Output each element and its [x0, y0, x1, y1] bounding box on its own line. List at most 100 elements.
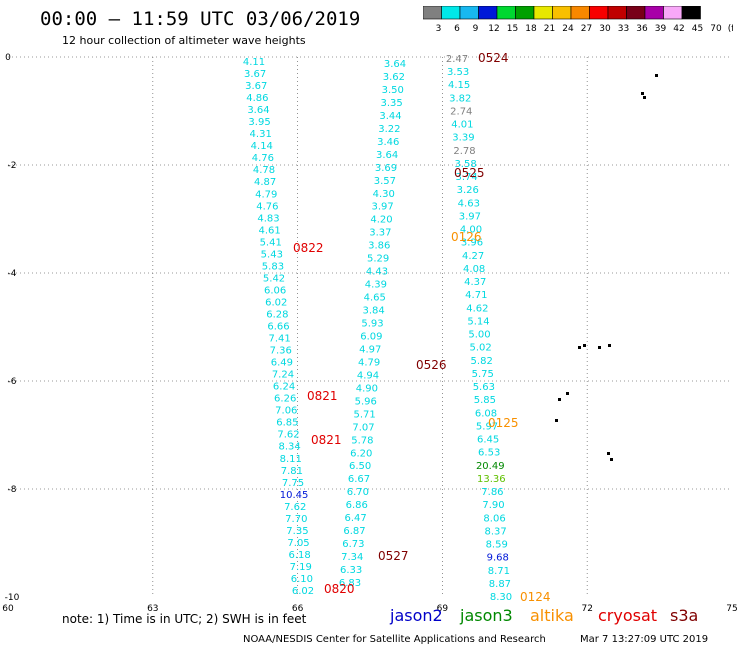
wave-height-value: 7.35	[286, 526, 308, 537]
wave-height-value: 4.61	[258, 225, 280, 236]
wave-height-value: 7.06	[275, 406, 297, 417]
wave-height-value: 5.75	[472, 369, 494, 380]
legend-tick-label: 30	[599, 24, 611, 34]
island-shape	[566, 392, 569, 395]
wave-height-value: 6.66	[267, 322, 289, 333]
wave-height-value: 2.78	[453, 146, 475, 157]
wave-height-value: 3.97	[459, 211, 481, 222]
wave-height-value: 5.78	[351, 435, 373, 446]
island-shape	[583, 344, 586, 347]
wave-height-value: 5.83	[262, 261, 284, 272]
wave-height-value: 7.05	[287, 538, 309, 549]
legend-tick-label: 15	[507, 24, 518, 34]
wave-height-value: 6.08	[475, 408, 497, 419]
wave-height-value: 6.73	[342, 539, 364, 550]
wave-height-value: 5.85	[474, 395, 496, 406]
wave-height-value: 3.97	[371, 202, 393, 213]
wave-height-value: 6.28	[266, 309, 288, 320]
satellite-label-jason2: jason2	[390, 606, 443, 625]
island-shape	[607, 452, 610, 455]
legend-tick-label: 45	[692, 24, 703, 34]
pass-time-label: 0822	[293, 241, 324, 255]
island-shape	[555, 419, 558, 422]
wave-height-value: 5.93	[361, 319, 383, 330]
y-tick-label: 0	[5, 53, 11, 63]
wave-height-value: 5.63	[473, 382, 495, 393]
wave-height-value: 7.24	[272, 370, 294, 381]
satellite-label-altika: altika	[530, 606, 574, 625]
wave-height-value: 4.83	[257, 213, 279, 224]
wave-height-value: 6.20	[350, 448, 372, 459]
wave-height-value: 3.37	[369, 228, 391, 239]
wave-height-value: 4.62	[466, 303, 488, 314]
wave-height-value: 7.62	[277, 430, 299, 441]
wave-height-value: 6.24	[273, 382, 295, 393]
wave-height-value: 8.30	[490, 592, 512, 603]
island-shape	[610, 458, 613, 461]
pass-time-label: 0820	[324, 582, 355, 596]
wave-height-value: 4.65	[364, 293, 386, 304]
wave-height-value: 4.90	[356, 383, 378, 394]
wave-height-value: 6.33	[340, 565, 362, 576]
wave-height-value: 6.83	[339, 578, 361, 589]
x-tick-label: 63	[147, 604, 158, 614]
wave-height-value: 8.37	[485, 526, 507, 537]
y-tick-label: -8	[8, 485, 17, 495]
wave-height-value: 6.67	[348, 474, 370, 485]
legend-tick-label: 39	[655, 24, 667, 34]
wave-height-value: 2.47	[446, 54, 468, 65]
y-tick-label: -4	[8, 269, 17, 279]
wave-height-value: 5.29	[367, 254, 389, 265]
satellite-label-cryosat: cryosat	[598, 606, 658, 625]
island-shape	[608, 344, 611, 347]
legend-tick-label: 12	[488, 24, 499, 34]
wave-height-value: 8.11	[280, 454, 302, 465]
pass-time-label: 0126	[451, 230, 482, 244]
pass-time-label: 0526	[416, 358, 447, 372]
wave-height-value: 3.82	[449, 93, 471, 104]
wave-height-value: 3.39	[452, 133, 474, 144]
wave-height-value: 5.96	[355, 396, 377, 407]
wave-height-value: 10.45	[280, 490, 309, 501]
wave-height-value: 3.35	[380, 98, 402, 109]
wave-height-value: 2.74	[450, 106, 472, 117]
wave-height-value: 5.42	[263, 273, 285, 284]
wave-height-value: 3.53	[447, 67, 469, 78]
wave-height-value: 4.20	[370, 215, 392, 226]
credit-line: NOAA/NESDIS Center for Satellite Applica…	[243, 634, 546, 645]
legend-tick-label: 3	[436, 24, 442, 34]
wave-height-value: 5.14	[467, 316, 489, 327]
wave-height-value: 6.47	[344, 513, 366, 524]
wave-height-value: 7.41	[268, 334, 290, 345]
legend-tick-label: 24	[562, 24, 574, 34]
wave-height-value: 7.62	[284, 502, 306, 513]
x-tick-label: 66	[292, 604, 304, 614]
island-shape	[643, 96, 646, 99]
wave-height-value: 3.64	[384, 59, 406, 70]
wave-height-value: 6.49	[271, 358, 293, 369]
island-shape	[655, 74, 658, 77]
wave-height-value: 3.69	[375, 163, 397, 174]
wave-height-value: 6.87	[343, 526, 365, 537]
wave-height-value: 5.82	[471, 356, 493, 367]
wave-height-value: 5.41	[260, 237, 282, 248]
wave-height-value: 4.79	[358, 357, 380, 368]
wave-height-value: 13.36	[477, 474, 506, 485]
wave-height-value: 4.08	[463, 264, 485, 275]
wave-height-value: 8.87	[489, 579, 511, 590]
island-shape	[558, 398, 561, 401]
pass-time-label: 0524	[478, 51, 509, 65]
wave-height-value: 3.50	[382, 85, 404, 96]
wave-height-value: 7.86	[481, 487, 503, 498]
wave-height-value: 7.81	[281, 466, 303, 477]
legend-swatch	[681, 6, 701, 20]
wave-height-value: 3.46	[377, 137, 399, 148]
wave-height-value: 5.97	[476, 421, 498, 432]
wave-height-value: 4.78	[253, 165, 275, 176]
wave-height-value: 3.62	[383, 72, 405, 83]
x-tick-label: 72	[581, 604, 592, 614]
wave-height-value: 3.96	[461, 238, 483, 249]
wave-height-value: 4.15	[448, 80, 470, 91]
